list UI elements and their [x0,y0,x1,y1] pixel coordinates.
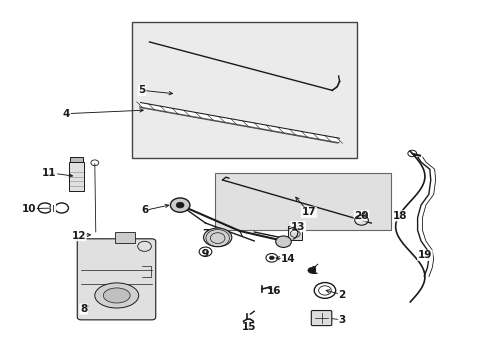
Bar [288,226,302,240]
Text: 4: 4 [62,109,70,119]
Bar [115,232,135,243]
Text: 9: 9 [202,248,209,258]
Circle shape [269,256,274,260]
Bar [69,162,83,191]
Text: 5: 5 [138,85,145,95]
Text: 19: 19 [417,250,431,260]
Text: 8: 8 [80,304,87,314]
Text: 20: 20 [353,211,368,221]
Circle shape [307,267,315,273]
Text: 16: 16 [266,286,281,296]
FancyBboxPatch shape [77,239,156,320]
Text: 7: 7 [202,229,209,239]
Bar [215,173,390,230]
Ellipse shape [203,228,231,247]
Circle shape [275,236,291,247]
Circle shape [170,198,189,212]
Circle shape [176,202,183,208]
FancyBboxPatch shape [311,311,331,325]
Text: 3: 3 [338,315,345,325]
Text: 15: 15 [242,322,256,332]
Text: 17: 17 [301,207,316,217]
Text: 10: 10 [21,204,36,214]
Ellipse shape [95,283,139,308]
Bar [132,22,356,158]
Text: 12: 12 [71,231,86,240]
Ellipse shape [103,288,130,303]
Text: 6: 6 [141,206,148,216]
Text: 2: 2 [338,290,345,300]
Text: 1: 1 [310,266,318,276]
Text: 13: 13 [290,222,305,231]
Text: 11: 11 [42,168,57,178]
Text: 14: 14 [281,254,295,264]
Bar [70,157,82,162]
Text: 18: 18 [392,211,407,221]
